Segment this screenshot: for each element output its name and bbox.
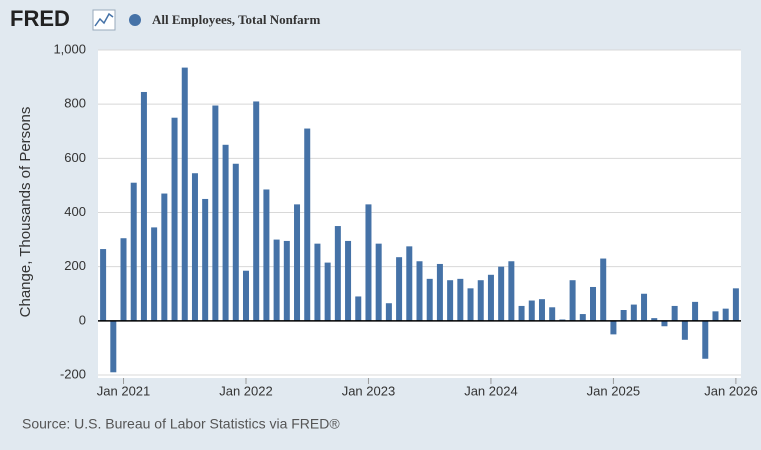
- bar: [375, 243, 382, 321]
- bar: [732, 288, 739, 321]
- bar: [671, 305, 678, 321]
- bar: [702, 320, 709, 359]
- bar: [508, 261, 515, 321]
- x-tick-label: Jan 2024: [464, 383, 518, 398]
- bar: [712, 311, 719, 321]
- logo-icon: [92, 9, 116, 31]
- y-tick-label: 0: [79, 312, 86, 327]
- bar: [518, 305, 525, 321]
- x-tick-label: Jan 2023: [342, 383, 396, 398]
- bar: [569, 280, 576, 321]
- bar: [171, 117, 178, 321]
- bar: [579, 314, 586, 321]
- bar: [181, 67, 188, 321]
- y-tick-label: 200: [64, 258, 86, 273]
- bar: [406, 246, 413, 321]
- bar: [467, 288, 474, 321]
- bar: [385, 303, 392, 321]
- bar: [304, 128, 311, 321]
- bar: [661, 320, 668, 327]
- bar: [263, 189, 270, 321]
- bar: [110, 320, 117, 373]
- bar: [365, 204, 372, 321]
- y-tick-label: 1,000: [53, 41, 86, 56]
- source: Source: U.S. Bureau of Labor Statistics …: [22, 416, 340, 432]
- bar: [722, 308, 729, 321]
- bar: [202, 198, 209, 321]
- y-tick-label: 600: [64, 150, 86, 165]
- bar: [620, 310, 627, 321]
- bar: [681, 320, 688, 340]
- bar: [538, 299, 545, 321]
- bar: [191, 173, 198, 321]
- legend-marker: [129, 14, 141, 26]
- bar: [130, 182, 137, 321]
- bar: [294, 204, 301, 321]
- bar: [447, 280, 454, 321]
- bar: [590, 286, 597, 321]
- logo: FRED: [10, 6, 70, 31]
- bar: [120, 238, 127, 321]
- bar: [242, 270, 249, 321]
- y-tick-label: 400: [64, 204, 86, 219]
- bar: [651, 318, 658, 321]
- bar: [212, 105, 219, 321]
- y-tick-label: -200: [60, 366, 86, 381]
- bar: [528, 300, 535, 321]
- bar: [283, 240, 290, 321]
- bar: [600, 258, 607, 321]
- bar: [232, 163, 239, 321]
- bar: [457, 278, 464, 321]
- bar: [140, 91, 147, 321]
- bar: [416, 261, 423, 321]
- y-axis-label: Change, Thousands of Persons: [17, 107, 34, 318]
- bar: [641, 293, 648, 321]
- bar: [100, 249, 107, 321]
- bar: [436, 263, 443, 321]
- bar: [222, 144, 229, 321]
- x-tick-label: Jan 2022: [219, 383, 273, 398]
- bar: [610, 320, 617, 335]
- x-tick-label: Jan 2026: [704, 383, 758, 398]
- bar: [334, 226, 341, 321]
- bar: [498, 266, 505, 321]
- bar: [345, 240, 352, 321]
- bar: [253, 101, 260, 321]
- bar: [426, 278, 433, 321]
- bar: [355, 296, 362, 321]
- bar: [396, 257, 403, 321]
- legend-label: All Employees, Total Nonfarm: [152, 12, 320, 27]
- x-tick-label: Jan 2025: [587, 383, 641, 398]
- bar: [630, 304, 637, 321]
- bar: [692, 301, 699, 321]
- bar: [161, 193, 168, 321]
- bar: [273, 239, 280, 321]
- bar: [549, 307, 556, 321]
- bar: [487, 274, 494, 321]
- bar: [324, 262, 331, 321]
- bar: [151, 227, 158, 321]
- x-tick-label: Jan 2021: [97, 383, 151, 398]
- bar: [314, 243, 321, 321]
- bar: [477, 280, 484, 321]
- y-tick-label: 800: [64, 96, 86, 111]
